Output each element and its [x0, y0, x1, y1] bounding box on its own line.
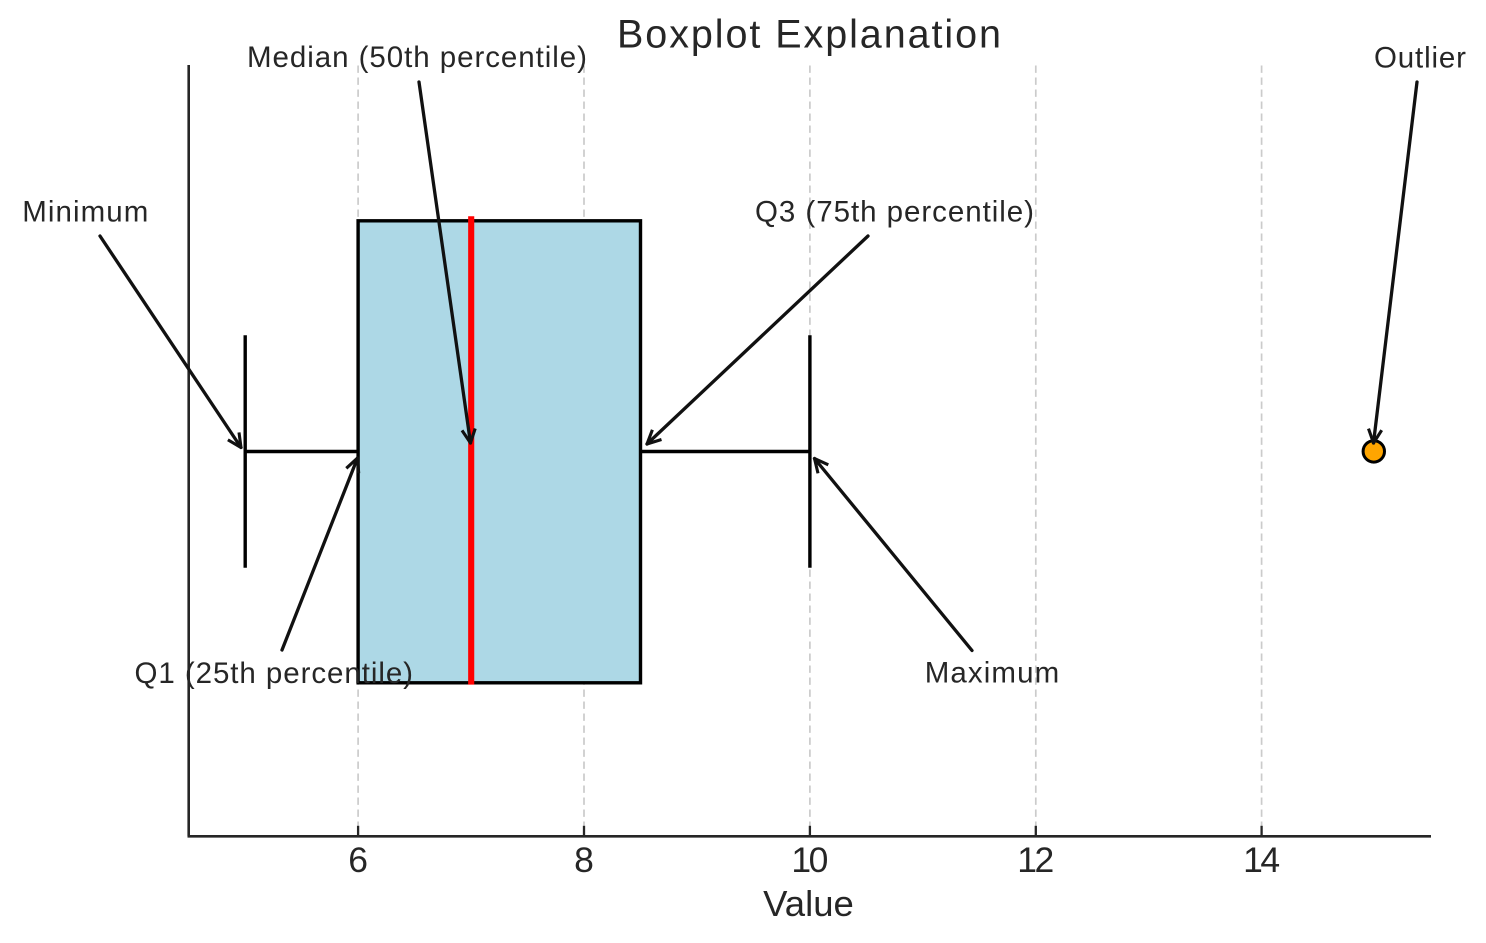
svg-text:12: 12: [1017, 840, 1054, 880]
svg-text:8: 8: [574, 840, 594, 880]
svg-text:Minimum: Minimum: [22, 195, 148, 228]
svg-text:Value: Value: [763, 883, 854, 924]
svg-text:Boxplot Explanation: Boxplot Explanation: [617, 13, 1001, 57]
svg-text:Median (50th percentile): Median (50th percentile): [247, 41, 587, 74]
svg-text:Q1 (25th percentile): Q1 (25th percentile): [135, 657, 414, 690]
svg-text:Outlier: Outlier: [1374, 41, 1466, 74]
svg-text:10: 10: [791, 840, 828, 880]
svg-text:6: 6: [348, 840, 368, 880]
svg-text:14: 14: [1243, 840, 1280, 880]
svg-text:Maximum: Maximum: [925, 657, 1059, 690]
svg-text:Q3 (75th percentile): Q3 (75th percentile): [755, 195, 1034, 228]
